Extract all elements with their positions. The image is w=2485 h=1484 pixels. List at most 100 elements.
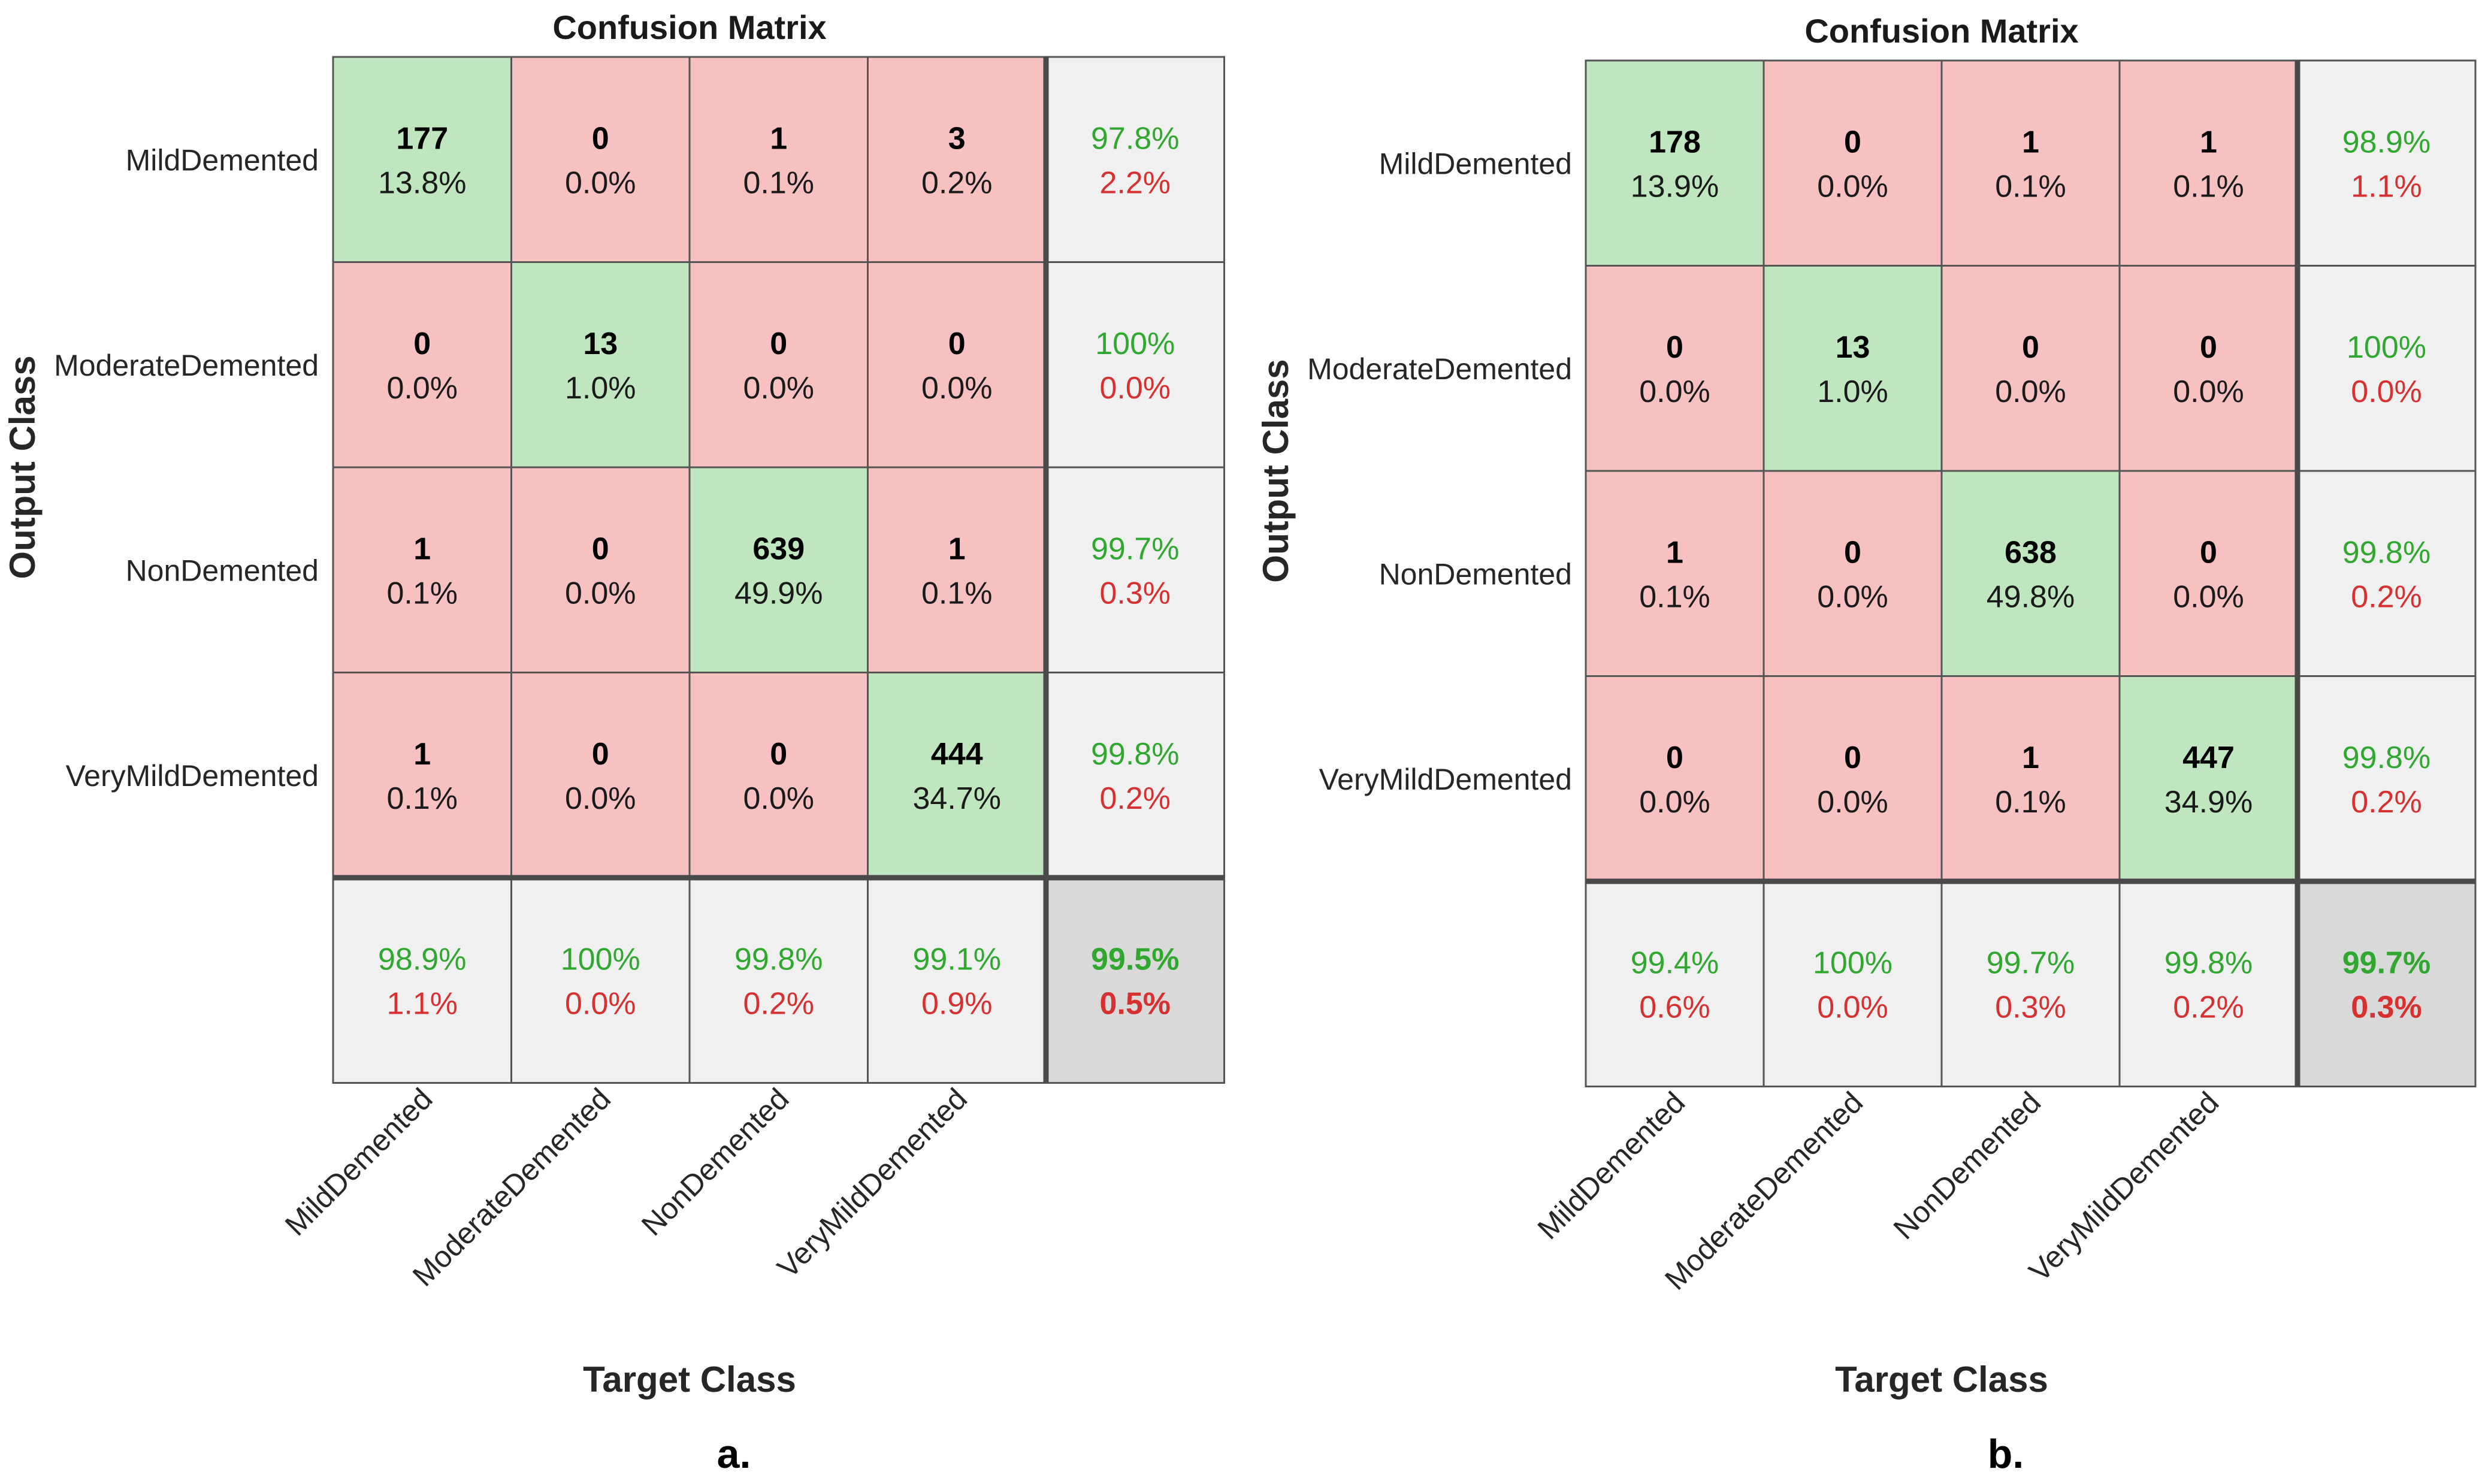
row-precision: 98.9%: [2342, 125, 2430, 159]
cell-percent: 0.0%: [1639, 785, 1710, 820]
cell-percent: 0.1%: [921, 576, 993, 610]
cell-count: 13: [1836, 330, 1870, 365]
cell-percent: 13.8%: [378, 165, 466, 200]
cell-percent: 0.2%: [921, 165, 993, 200]
overall-accuracy: 99.5%: [1091, 942, 1179, 977]
offdiagonal-cell: [867, 261, 1047, 469]
cell-count: 1: [2022, 125, 2039, 159]
offdiagonal-cell: [1940, 675, 2121, 882]
row-label: VeryMildDemented: [1319, 763, 1572, 796]
cell-percent: 0.0%: [1817, 785, 1888, 820]
summary-cell: [332, 877, 512, 1084]
cell-percent: 34.9%: [2164, 785, 2253, 820]
cell-count: 0: [1844, 741, 1861, 775]
overall-accuracy: 99.7%: [2342, 945, 2430, 980]
row-precision: 99.8%: [1091, 737, 1179, 772]
cell-count: 0: [592, 737, 609, 772]
column-recall: 99.8%: [734, 942, 823, 977]
column-label: VeryMildDemented: [771, 1082, 974, 1284]
column-recall: 98.9%: [378, 942, 466, 977]
cell-count: 0: [2200, 330, 2217, 365]
offdiagonal-cell: [510, 466, 691, 673]
cell-percent: 0.0%: [1639, 374, 1710, 409]
offdiagonal-cell: [2118, 470, 2299, 677]
column-error: 0.3%: [1995, 990, 2066, 1024]
diagonal-cell: [1940, 470, 2121, 677]
cell-percent: 0.1%: [1995, 169, 2066, 204]
diagonal-cell: [332, 56, 512, 263]
cell-percent: 0.0%: [1817, 579, 1888, 614]
cell-count: 0: [2200, 535, 2217, 570]
cell-count: 1: [948, 531, 966, 566]
cell-count: 0: [1844, 125, 1861, 159]
cell-percent: 0.1%: [1995, 785, 2066, 820]
row-precision: 99.8%: [2342, 741, 2430, 775]
cell-count: 0: [592, 531, 609, 566]
offdiagonal-cell: [2118, 59, 2299, 267]
x-axis-title: Target Class: [1835, 1359, 2048, 1400]
column-error: 0.9%: [921, 986, 993, 1021]
offdiagonal-cell: [1585, 675, 1765, 882]
panel-caption: a.: [717, 1431, 751, 1477]
column-recall: 99.1%: [913, 942, 1001, 977]
cell-count: 0: [948, 327, 966, 361]
offdiagonal-cell: [332, 672, 512, 879]
column-error: 0.0%: [1817, 990, 1888, 1024]
overall-accuracy-cell: [1045, 877, 1225, 1084]
row-precision: 99.8%: [2342, 535, 2430, 570]
column-recall: 99.8%: [2164, 945, 2253, 980]
summary-cell: [510, 877, 691, 1084]
summary-cell: [1045, 56, 1225, 263]
column-error: 0.6%: [1639, 990, 1710, 1024]
offdiagonal-cell: [1940, 265, 2121, 472]
column-label: VeryMildDemented: [2023, 1086, 2225, 1288]
column-error: 1.1%: [386, 986, 458, 1021]
cell-percent: 0.1%: [386, 781, 458, 816]
cell-percent: 0.0%: [743, 371, 814, 406]
cell-count: 13: [583, 327, 618, 361]
x-axis-title: Target Class: [583, 1359, 796, 1400]
column-recall: 100%: [561, 942, 640, 977]
diagonal-cell: [510, 261, 691, 469]
confusion-matrix-panel-b: Confusion Matrix 178 13.9% 0 0.0% 1 0.1% 1 0.1% 9…: [1256, 12, 2477, 1477]
cell-percent: 0.0%: [1995, 374, 2066, 409]
diagonal-cell: [867, 672, 1047, 879]
offdiagonal-cell: [1763, 470, 1943, 677]
row-label: ModerateDemented: [54, 349, 319, 382]
chart-title: Confusion Matrix: [1804, 12, 2078, 50]
row-error: 0.0%: [2351, 374, 2422, 409]
cell-percent: 0.1%: [743, 165, 814, 200]
cell-percent: 0.1%: [386, 576, 458, 610]
offdiagonal-cell: [1940, 59, 2121, 267]
summary-cell: [2296, 265, 2477, 472]
offdiagonal-cell: [332, 466, 512, 673]
cell-percent: 0.0%: [386, 371, 458, 406]
cell-percent: 0.0%: [2173, 374, 2244, 409]
column-recall: 99.4%: [1631, 945, 1719, 980]
offdiagonal-cell: [1763, 59, 1943, 267]
row-label: NonDemented: [126, 554, 319, 587]
overall-error: 0.5%: [1099, 986, 1171, 1021]
cell-count: 444: [931, 737, 983, 772]
offdiagonal-cell: [1585, 470, 1765, 677]
row-error: 1.1%: [2351, 169, 2422, 204]
column-label: NonDemented: [1887, 1086, 2048, 1246]
offdiagonal-cell: [510, 56, 691, 263]
overall-error: 0.3%: [2351, 990, 2422, 1024]
row-error: 0.2%: [1099, 781, 1171, 816]
cell-count: 0: [770, 737, 787, 772]
cell-percent: 0.1%: [2173, 169, 2244, 204]
cell-count: 1: [413, 531, 431, 566]
row-label: MildDemented: [126, 143, 319, 177]
row-precision: 100%: [2347, 330, 2426, 365]
chart-title: Confusion Matrix: [552, 8, 826, 46]
offdiagonal-cell: [688, 672, 869, 879]
cell-percent: 34.7%: [913, 781, 1001, 816]
row-label: ModerateDemented: [1307, 352, 1572, 386]
summary-cell: [2118, 880, 2299, 1087]
cell-count: 638: [2005, 535, 2057, 570]
diagonal-cell: [1763, 265, 1943, 472]
summary-cell: [1763, 880, 1943, 1087]
column-label: ModerateDemented: [406, 1082, 617, 1293]
